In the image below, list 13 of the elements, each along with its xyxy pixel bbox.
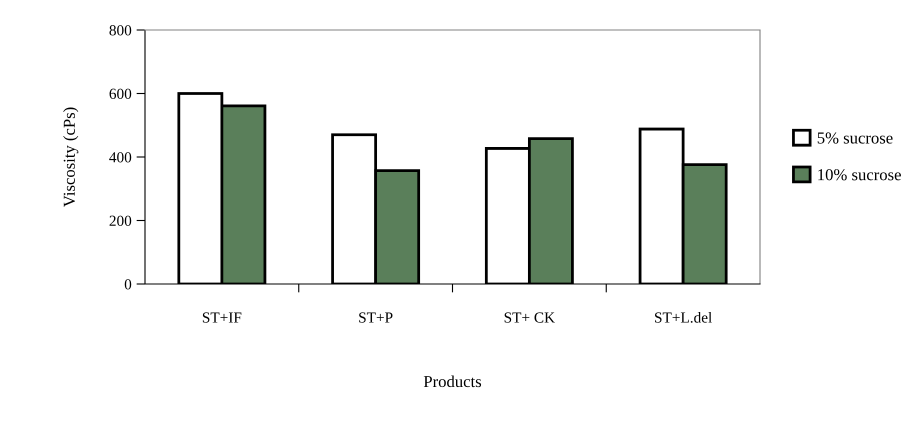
y-tick-label: 600 (110, 88, 132, 99)
y-tick-label: 800 (109, 25, 132, 36)
x-tick-label: ST+L.del (655, 312, 712, 323)
y-tick-label: 400 (109, 152, 132, 162)
x-tick-label: ST+P (359, 312, 392, 323)
legend-label: 10% sucrose (818, 169, 901, 180)
x-axis-title: Products (424, 375, 482, 388)
x-tick-label: ST+ CK (504, 312, 555, 323)
y-axis-title: Viscosity (cPs) (63, 108, 78, 208)
y-tick-label: 200 (110, 216, 132, 226)
x-tick-label: ST+IF (202, 312, 242, 323)
legend-label: 5% sucrose (818, 132, 893, 144)
y-tick-label: 0 (124, 279, 132, 290)
